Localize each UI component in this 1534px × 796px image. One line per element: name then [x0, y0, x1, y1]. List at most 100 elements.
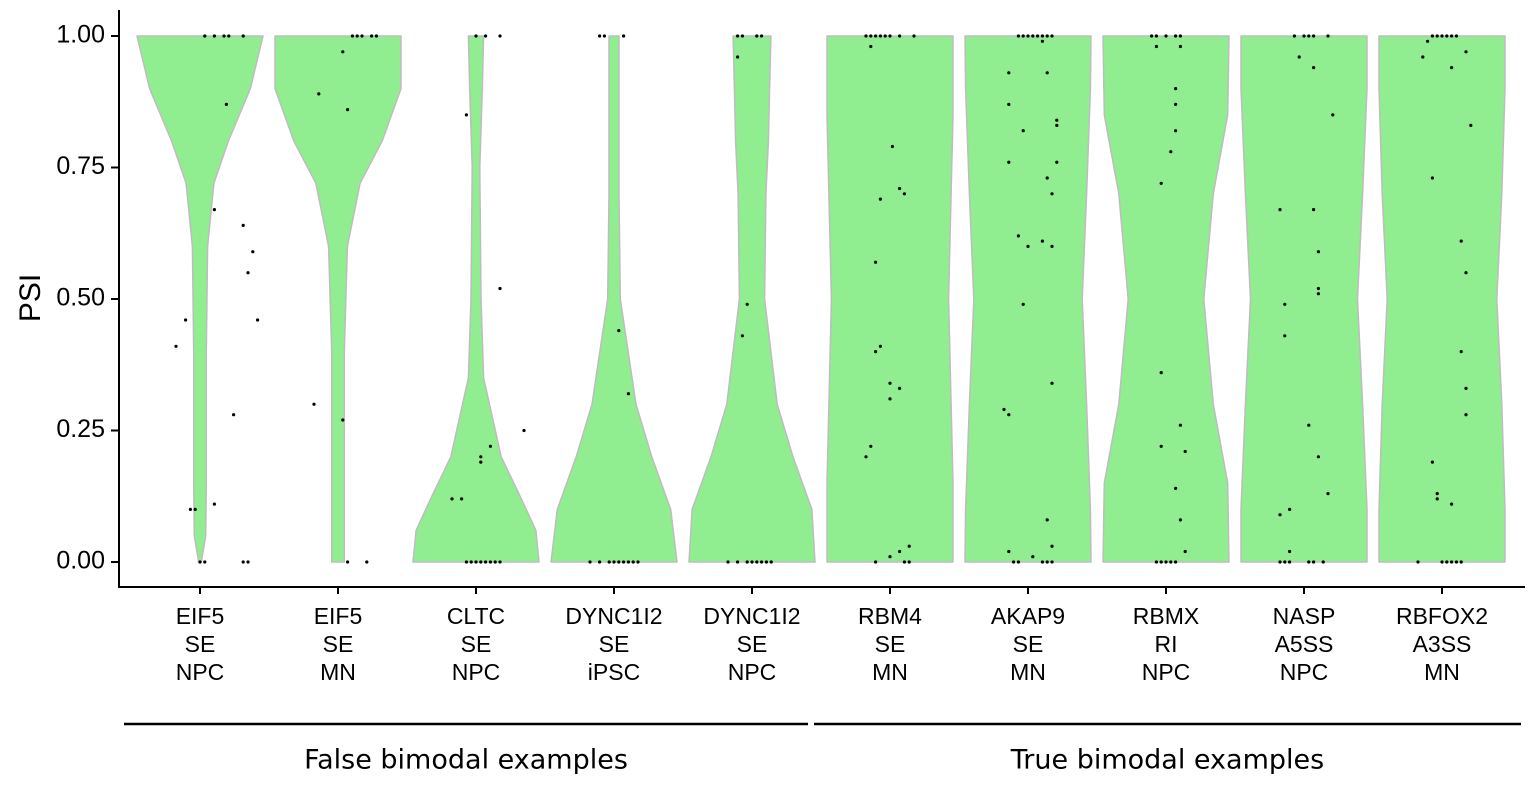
data-point	[1050, 381, 1054, 385]
data-point	[1440, 34, 1444, 38]
data-point	[912, 34, 916, 38]
data-point	[341, 418, 345, 422]
data-point	[1416, 560, 1420, 564]
data-point	[1050, 192, 1054, 196]
data-point	[479, 560, 483, 564]
data-point	[498, 34, 502, 38]
violin	[1378, 35, 1506, 563]
data-point	[224, 102, 228, 106]
data-point	[1302, 34, 1306, 38]
data-point	[1045, 560, 1049, 564]
x-tick-label: RBMX	[1133, 603, 1199, 629]
data-point	[898, 186, 902, 191]
data-point	[1178, 34, 1182, 38]
x-tick-label: SE	[875, 631, 906, 657]
data-point	[626, 392, 631, 396]
data-point	[1312, 34, 1316, 38]
violin	[826, 35, 954, 563]
data-point	[1040, 34, 1044, 38]
data-point	[750, 560, 754, 564]
data-point	[1278, 560, 1282, 564]
data-point	[1450, 66, 1454, 70]
data-point	[888, 555, 892, 559]
data-point	[1045, 34, 1049, 38]
data-point	[898, 386, 902, 390]
data-point	[484, 560, 488, 564]
data-point	[1021, 302, 1025, 306]
data-point	[1445, 34, 1449, 38]
data-point	[479, 455, 483, 459]
data-point	[883, 34, 887, 38]
data-point	[1007, 549, 1011, 554]
data-point	[1321, 560, 1325, 564]
y-tick-label: 0.50	[56, 284, 105, 312]
data-point	[1464, 271, 1468, 275]
data-point	[1178, 44, 1182, 49]
data-point	[1426, 39, 1430, 43]
x-tick-label: RBM4	[858, 603, 922, 629]
data-point	[1430, 176, 1434, 180]
x-tick-label: SE	[1013, 631, 1044, 657]
data-point	[360, 34, 364, 38]
data-point	[1050, 244, 1054, 248]
data-point	[878, 344, 883, 348]
data-point	[874, 560, 878, 564]
data-point	[898, 549, 902, 554]
y-tick-label: 0.75	[56, 152, 105, 180]
data-point	[1288, 549, 1292, 554]
data-point	[878, 197, 883, 201]
data-point	[1159, 444, 1163, 448]
data-point	[588, 560, 592, 564]
data-point	[469, 560, 473, 564]
data-point	[1464, 386, 1468, 390]
data-point	[1421, 55, 1425, 59]
data-point	[1040, 39, 1044, 43]
x-tick-label: EIF5	[314, 603, 363, 629]
data-point	[341, 50, 345, 54]
data-point	[1169, 560, 1173, 564]
data-point	[760, 34, 764, 38]
data-point	[1174, 129, 1178, 133]
data-point	[888, 397, 892, 401]
data-point	[450, 497, 454, 501]
data-point	[1164, 34, 1168, 38]
data-point	[1454, 34, 1458, 38]
data-point	[1312, 66, 1316, 70]
data-point	[755, 34, 759, 38]
data-point	[251, 250, 255, 254]
data-point	[869, 44, 873, 49]
data-point	[212, 208, 216, 212]
data-point	[1154, 34, 1158, 38]
data-point	[203, 560, 207, 564]
data-point	[1159, 560, 1163, 564]
x-tick-label: SE	[737, 631, 768, 657]
data-point	[1031, 555, 1035, 559]
group-brackets: False bimodal examples True bimodal examp…	[124, 722, 1521, 776]
data-point	[1183, 449, 1187, 454]
data-point	[1050, 544, 1054, 548]
data-point	[1007, 160, 1011, 164]
data-point	[232, 413, 236, 417]
violin	[964, 35, 1092, 563]
x-tick-label: CLTC	[447, 603, 505, 629]
x-tick-label: RBFOX2	[1396, 603, 1488, 629]
data-point	[1435, 34, 1439, 38]
data-point	[350, 34, 354, 38]
group-label: True bimodal examples	[1010, 745, 1324, 776]
data-point	[1307, 560, 1311, 564]
data-point	[631, 560, 635, 564]
group-label: False bimodal examples	[304, 745, 628, 776]
data-point	[241, 34, 245, 38]
x-tick-label: A3SS	[1413, 631, 1472, 657]
data-point	[1002, 407, 1006, 412]
data-point	[1326, 34, 1330, 38]
y-axis-title: PSI	[14, 274, 47, 322]
x-tick-label: NPC	[1142, 659, 1191, 685]
data-point	[1450, 560, 1454, 564]
x-tick-label: RI	[1155, 631, 1178, 657]
x-tick-label: NPC	[452, 659, 501, 685]
data-point	[488, 444, 492, 448]
data-point	[212, 34, 216, 38]
data-point	[607, 560, 611, 564]
data-point	[1283, 334, 1287, 338]
